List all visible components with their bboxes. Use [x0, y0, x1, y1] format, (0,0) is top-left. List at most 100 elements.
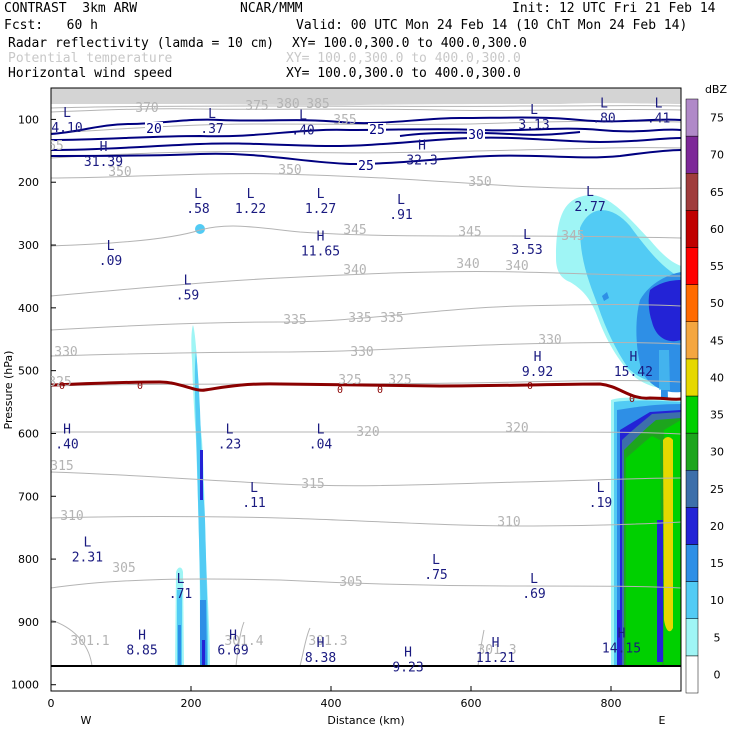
- y-tick-label: 900: [18, 616, 39, 629]
- field2-name: Potential temperature: [8, 51, 173, 66]
- extremum-marker: L2.77: [574, 185, 605, 215]
- extremum-value: .58: [186, 202, 209, 217]
- extremum-marker: L1.27: [305, 187, 336, 217]
- y-tick-label: 800: [18, 553, 39, 566]
- extremum-type: L: [63, 106, 71, 121]
- y-tick-label: 400: [18, 302, 39, 315]
- extremum-type: H: [534, 350, 542, 365]
- extremum-value: .37: [200, 122, 223, 137]
- theta-contour-label: 345: [343, 223, 366, 238]
- extremum-value: .59: [176, 289, 199, 304]
- freezing-label-layer: 0 0 0 0 0 0: [59, 381, 635, 405]
- east-end-label: E: [659, 714, 666, 727]
- freezing-level-label: 0: [137, 381, 143, 392]
- wind-line-30: [51, 136, 681, 151]
- theta-line-375: [51, 105, 681, 109]
- theta-line-310: [51, 516, 681, 527]
- extremum-marker: L.71: [169, 572, 192, 602]
- theta-contour-label: 330: [538, 333, 561, 348]
- y-tick-label: 1000: [11, 679, 39, 692]
- freezing-level-label: 0: [337, 385, 343, 396]
- theta-line-315: [51, 471, 681, 487]
- extremum-type: L: [184, 274, 192, 289]
- extremum-value: 11.21: [476, 651, 515, 666]
- extremum-marker: L.59: [176, 274, 199, 304]
- colorbar-swatch: [685, 284, 699, 322]
- colorbar-level-label: 10: [710, 594, 724, 607]
- extremum-value: .40: [291, 123, 314, 138]
- x-tick-label: 600: [461, 697, 482, 710]
- extremum-type: H: [492, 636, 500, 651]
- dbz-15-plume-b: [178, 625, 181, 666]
- theta-contour-label: 350: [108, 165, 131, 180]
- y-tick-label: 600: [18, 427, 39, 440]
- dbz-20-anvil: [648, 280, 681, 342]
- x-tick-label: 200: [181, 697, 202, 710]
- theta-line-301-a: [51, 619, 93, 667]
- y-axis: 100 200 300 400 500 600 700 800 900 1000: [11, 113, 56, 692]
- colorbar-swatch: [685, 173, 699, 211]
- extremum-type: H: [63, 422, 71, 437]
- x-axis: 0 200 400 600 800: [48, 686, 622, 710]
- y-tick-label: 700: [18, 490, 39, 503]
- extremum-value: .80: [592, 111, 615, 126]
- extremum-marker: L1.22: [235, 187, 266, 217]
- extremum-type: H: [317, 636, 325, 651]
- theta-line-top-fill: [51, 88, 681, 106]
- x-tick-label: 0: [48, 697, 55, 710]
- theta-contour-label: 325: [338, 373, 361, 388]
- extremum-value: .71: [169, 587, 192, 602]
- extremum-marker: H11.65: [301, 230, 340, 260]
- colorbar-level-label: 45: [710, 334, 724, 347]
- extremum-marker: H11.21: [476, 636, 515, 666]
- dbz-40-core: [663, 437, 673, 632]
- extremum-value: 6.69: [217, 643, 248, 658]
- extremum-value: .69: [522, 587, 545, 602]
- colorbar-level-label: 15: [710, 557, 724, 570]
- extremum-marker: L.11: [242, 481, 265, 511]
- extremum-marker: H8.38: [305, 636, 336, 666]
- chart-header: CONTRAST 3km ARW NCAR/MMM Init: 12 UTC F…: [0, 0, 740, 85]
- colorbar-level-label: 70: [710, 149, 724, 162]
- extremum-type: L: [523, 228, 531, 243]
- wind-line-20: [51, 116, 681, 135]
- theta-contours: [51, 88, 681, 667]
- colorbar-swatch: [685, 358, 699, 397]
- freezing-level-label: 0: [629, 394, 635, 405]
- dbz-20-plume-a-upper: [200, 450, 203, 500]
- extremum-type: H: [618, 627, 626, 642]
- extremum-value: 15.42: [614, 365, 653, 380]
- freezing-level-label: 0: [59, 381, 65, 392]
- field3-name: Horizontal wind speed: [8, 66, 173, 81]
- freezing-level-label: 0: [377, 385, 383, 396]
- extremum-value: 31.39: [84, 155, 123, 170]
- extremum-marker: L3.13: [518, 103, 549, 133]
- colorbar-level-label: 65: [710, 186, 724, 199]
- theta-contour-label: 330: [350, 345, 373, 360]
- extremum-value: .75: [424, 568, 447, 583]
- extremum-marker: L.91: [389, 193, 412, 223]
- wind-line-25a: [51, 127, 681, 141]
- theta-contour-label: 350: [468, 175, 491, 190]
- theta-contour-label: 375: [245, 99, 268, 114]
- extremum-type: H: [418, 139, 426, 154]
- x-axis-label: Distance (km): [327, 714, 404, 727]
- extremum-value: .09: [99, 254, 122, 269]
- forecast-hour: Fcst: 60 h: [4, 18, 98, 33]
- theta-contour-label: 335: [283, 313, 306, 328]
- plot-frame: [50, 87, 682, 692]
- theta-contour-label: 345: [458, 225, 481, 240]
- extremum-marker: L.69: [522, 572, 545, 602]
- theta-contour-label: 345: [28, 235, 51, 250]
- theta-contour-label: 340: [505, 259, 528, 274]
- x-tick-label: 400: [321, 697, 342, 710]
- dbz-35-lower: [626, 436, 662, 666]
- theta-contour-label: 385: [306, 97, 329, 112]
- colorbar-level-label: 25: [710, 483, 724, 496]
- extremum-value: .11: [242, 496, 265, 511]
- theta-contour-label: 370: [135, 101, 158, 116]
- theta-line-330: [51, 342, 681, 357]
- extremum-type: L: [194, 187, 202, 202]
- west-end-label: W: [81, 714, 92, 727]
- extremum-value: .04: [309, 437, 333, 452]
